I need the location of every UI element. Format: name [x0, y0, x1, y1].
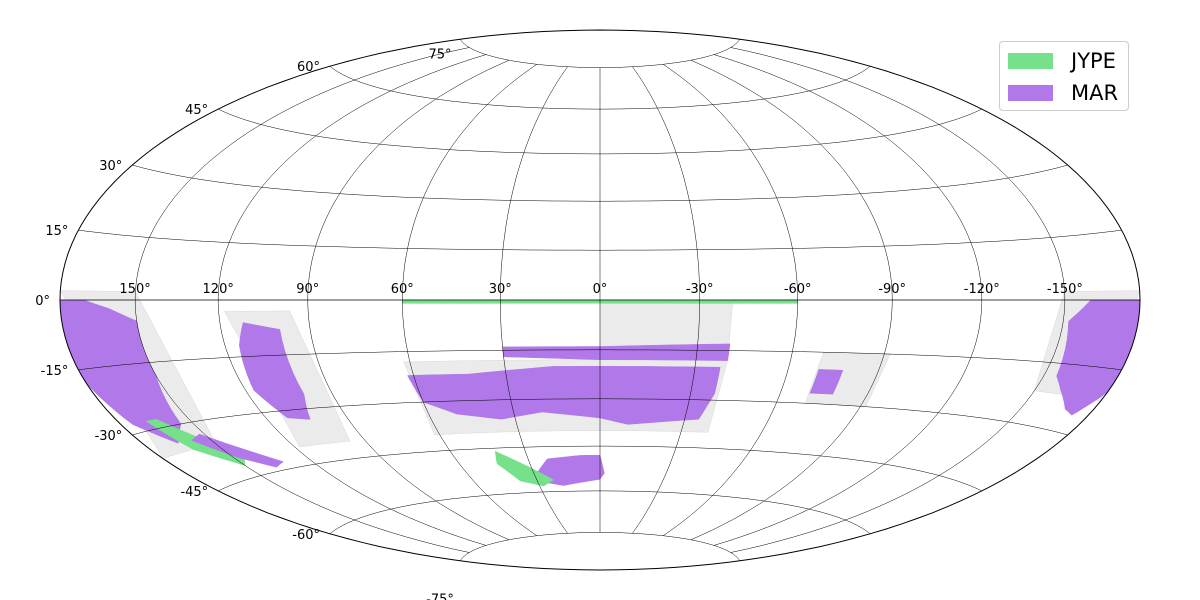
legend-entry-mar: MAR	[1008, 80, 1118, 106]
longitude-gridline	[217, 54, 487, 546]
longitude-tick-label: -150°	[1047, 282, 1083, 297]
longitude-tick-label: -60°	[784, 282, 812, 297]
legend: JYPE MAR	[999, 41, 1129, 111]
longitude-gridline	[402, 64, 537, 536]
longitude-tick-labels: 150° 120° 90° 60° 30° 0° -30° -60° -90° -120° -150…	[119, 282, 1082, 297]
latitude-tick-label: -30°	[95, 429, 123, 444]
longitude-tick-label: 90°	[296, 282, 319, 297]
latitude-tick-label: 0°	[35, 294, 50, 309]
longitude-gridline	[663, 64, 798, 536]
region-mar-3	[191, 433, 284, 468]
latitude-tick-label: -45°	[180, 485, 208, 500]
longitude-gridline	[307, 59, 510, 541]
longitude-tick-label: 60°	[391, 282, 414, 297]
region-mar-5	[407, 366, 721, 425]
longitude-gridline	[713, 54, 983, 546]
latitude-tick-label: 75°	[428, 48, 451, 63]
longitude-tick-label: 0°	[593, 282, 608, 297]
legend-label-jype: JYPE	[1071, 49, 1116, 73]
latitude-tick-label: 60°	[297, 60, 320, 75]
latitude-tick-label: -75°	[426, 592, 454, 600]
legend-label-mar: MAR	[1071, 81, 1119, 105]
longitude-tick-label: 150°	[119, 282, 150, 297]
latitude-tick-label: 15°	[45, 224, 68, 239]
longitude-tick-label: 120°	[203, 282, 234, 297]
region-mar-1	[59, 299, 182, 444]
longitude-tick-label: -120°	[964, 282, 1000, 297]
legend-entry-jype: JYPE	[1008, 48, 1116, 74]
longitude-tick-label: -30°	[686, 282, 714, 297]
latitude-tick-label: -60°	[292, 528, 320, 543]
longitude-tick-label: -90°	[878, 282, 906, 297]
latitude-tick-label: -15°	[41, 364, 69, 379]
legend-swatch-mar	[1008, 85, 1053, 101]
longitude-gridline	[730, 47, 1066, 553]
graticule-grid	[60, 39, 1140, 561]
region-mar-4	[239, 322, 311, 420]
latitude-tick-label: 45°	[185, 103, 208, 118]
longitude-gridline	[500, 66, 568, 534]
latitude-tick-labels: 75° 60° 45° 30° 15° 0° -15° -30° -45° -60° -75°	[35, 48, 454, 600]
longitude-gridline	[632, 66, 700, 534]
latitude-tick-label: 30°	[99, 159, 122, 174]
longitude-gridline	[690, 59, 893, 541]
legend-swatch-jype	[1008, 53, 1053, 69]
longitude-tick-label: 30°	[489, 282, 512, 297]
projection-outline	[59, 29, 1141, 571]
longitude-gridline	[134, 47, 470, 553]
coverage-region-layer	[59, 299, 1141, 487]
region-mar-10	[809, 369, 844, 395]
region-mar-6	[502, 343, 731, 361]
